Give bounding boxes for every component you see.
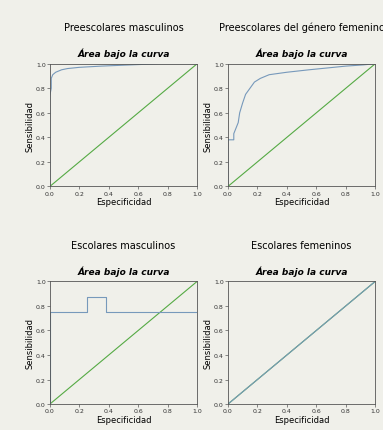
Y-axis label: Sensibilidad: Sensibilidad	[25, 100, 34, 151]
Text: Escolares femeninos: Escolares femeninos	[251, 240, 352, 250]
X-axis label: Especificidad: Especificidad	[96, 415, 151, 424]
Text: Preescolares del género femenino: Preescolares del género femenino	[219, 23, 383, 33]
Text: Área bajo la curva: Área bajo la curva	[77, 266, 170, 276]
X-axis label: Especificidad: Especificidad	[274, 197, 329, 206]
Text: Preescolares masculinos: Preescolares masculinos	[64, 23, 183, 33]
X-axis label: Especificidad: Especificidad	[96, 197, 151, 206]
Text: Área bajo la curva: Área bajo la curva	[255, 49, 348, 59]
Y-axis label: Sensibilidad: Sensibilidad	[203, 100, 213, 151]
Text: Escolares masculinos: Escolares masculinos	[71, 240, 176, 250]
Y-axis label: Sensibilidad: Sensibilidad	[25, 317, 34, 369]
Text: Área bajo la curva: Área bajo la curva	[77, 49, 170, 59]
X-axis label: Especificidad: Especificidad	[274, 415, 329, 424]
Y-axis label: Sensibilidad: Sensibilidad	[203, 317, 213, 369]
Text: Área bajo la curva: Área bajo la curva	[255, 266, 348, 276]
